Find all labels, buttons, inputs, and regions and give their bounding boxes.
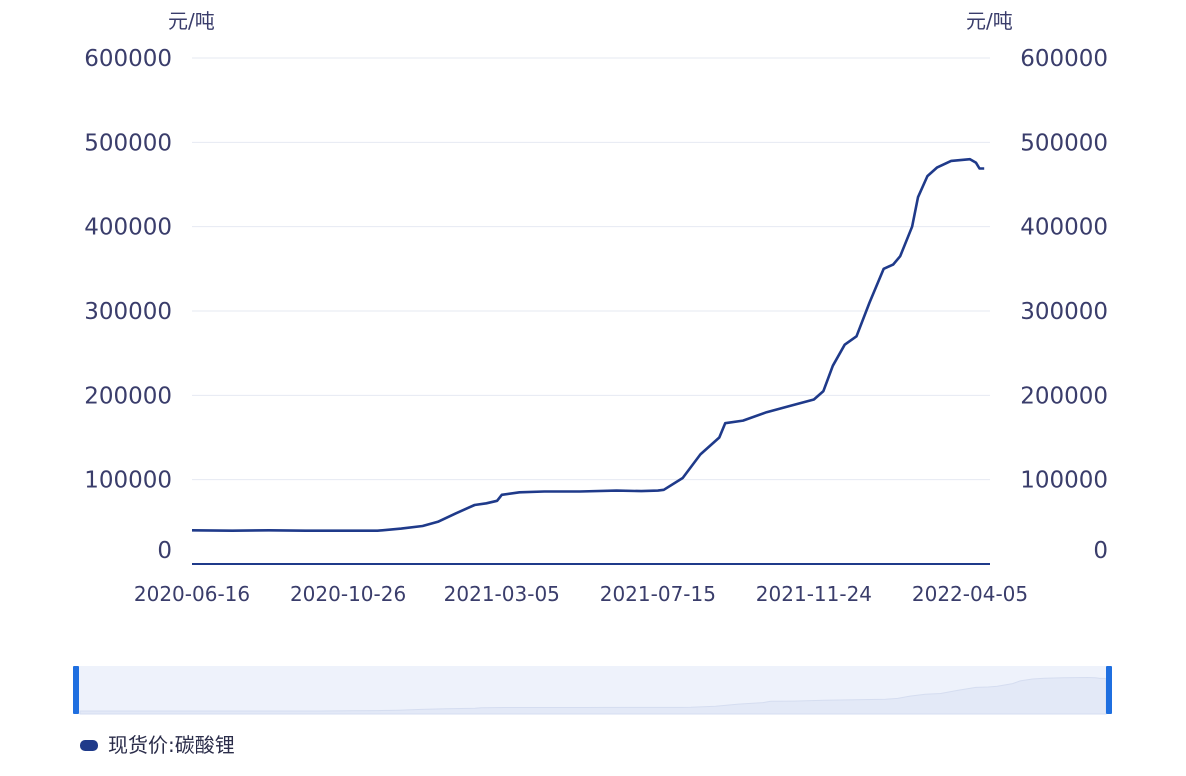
grid-lines	[192, 57, 990, 481]
series-line	[191, 157, 985, 532]
legend-label[interactable]: 现货价:碳酸锂	[108, 733, 235, 757]
y-tick-label-left: 0	[157, 538, 172, 564]
y-tick-label-right: 0	[1093, 538, 1108, 564]
y-tick-label-left: 600000	[84, 46, 172, 72]
x-tick-label: 2020-10-26	[290, 582, 406, 606]
y-axis-left: 0 100000 200000 300000 400000 500000 600000	[84, 46, 172, 564]
x-axis-ticks: 2020-06-16 2020-10-26 2021-03-05 2021-07-15…	[134, 582, 1028, 606]
y-tick-label-left: 500000	[84, 130, 172, 156]
y-tick-label-right: 500000	[1020, 130, 1108, 156]
slider-handle-right[interactable]	[1106, 666, 1112, 714]
y-tick-label-left: 300000	[84, 299, 172, 325]
legend[interactable]: 现货价:碳酸锂	[80, 733, 235, 757]
slider-handle-left[interactable]	[73, 666, 79, 714]
y-tick-label-left: 100000	[84, 468, 172, 494]
x-tick-label: 2020-06-16	[134, 582, 250, 606]
y-axis-right: 0 100000 200000 300000 400000 500000 600000	[1020, 46, 1108, 564]
y-tick-label-right: 100000	[1020, 468, 1108, 494]
y-unit-right: 元/吨	[966, 9, 1013, 33]
x-tick-label: 2022-04-05	[912, 582, 1028, 606]
y-tick-label-right: 300000	[1020, 299, 1108, 325]
y-unit-left: 元/吨	[168, 9, 215, 33]
y-tick-label-right: 400000	[1020, 215, 1108, 241]
y-tick-label-right: 200000	[1020, 383, 1108, 409]
y-tick-label-left: 400000	[84, 215, 172, 241]
y-tick-label-right: 600000	[1020, 46, 1108, 72]
x-tick-label: 2021-03-05	[444, 582, 560, 606]
data-zoom-slider[interactable]	[73, 666, 1112, 715]
legend-marker-icon[interactable]	[80, 740, 98, 751]
x-tick-label: 2021-07-15	[600, 582, 716, 606]
slider-preview-area	[79, 676, 1107, 715]
y-tick-label-left: 200000	[84, 383, 172, 409]
x-tick-label: 2021-11-24	[756, 582, 872, 606]
